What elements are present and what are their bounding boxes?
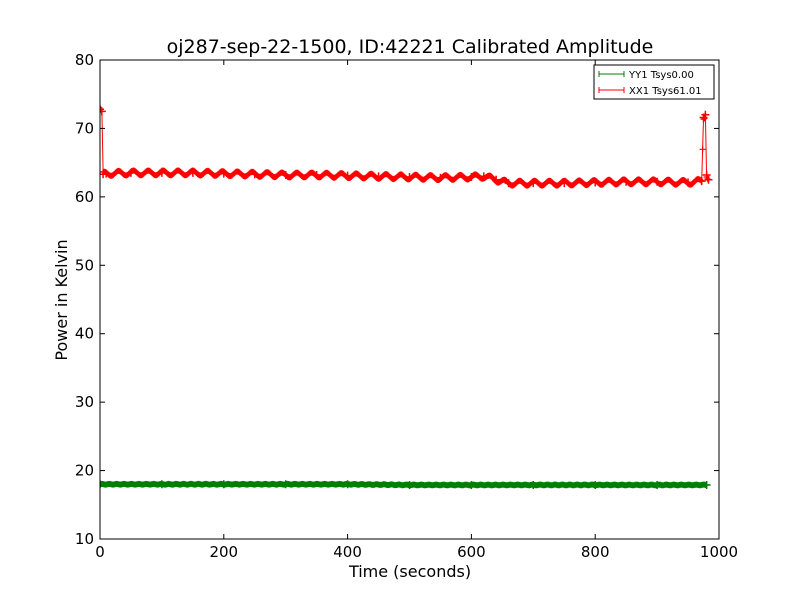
- data-point: [219, 480, 228, 489]
- data-point: [374, 172, 383, 181]
- chart-title: oj287-sep-22-1500, ID:42221 Calibrated A…: [167, 36, 654, 58]
- data-point: [405, 480, 414, 489]
- data-point: [684, 178, 693, 187]
- axes: 0 200 400 600 800 1000 10 20 30 40 50 60 70 80: [75, 51, 738, 561]
- data-point: [188, 168, 197, 177]
- data-point: [622, 177, 631, 186]
- y-tick-label: 70: [75, 119, 94, 137]
- y-tick-label: 80: [75, 51, 94, 69]
- y-tick-label: 40: [75, 325, 94, 343]
- x-tick-label: 1000: [700, 543, 738, 561]
- data-point: [126, 168, 135, 177]
- data-point: [653, 177, 662, 186]
- x-tick-label: 400: [333, 543, 362, 561]
- data-point: [157, 480, 166, 489]
- y-tick-label: 10: [75, 530, 94, 548]
- data-point: [100, 107, 106, 116]
- x-axis-label: Time (seconds): [348, 562, 471, 581]
- data-point: [701, 110, 710, 119]
- legend-box: [593, 64, 715, 100]
- x-tick-label: 600: [457, 543, 486, 561]
- legend-label: XX1 Tsys61.01: [629, 86, 702, 97]
- data-point: [653, 480, 662, 489]
- data-point: [343, 480, 352, 489]
- data-point: [479, 172, 488, 181]
- legend-swatch-marker: [598, 71, 625, 77]
- data-point: [100, 480, 104, 489]
- x-tick-label: 200: [209, 543, 238, 561]
- data-point: [560, 179, 569, 188]
- data-point: [591, 480, 600, 489]
- data-point: [219, 169, 228, 178]
- data-point: [312, 170, 321, 179]
- data-point: [529, 179, 538, 188]
- y-axis-label: Power in Kelvin: [52, 239, 71, 360]
- data-point: [281, 170, 290, 179]
- data-point: [250, 170, 259, 179]
- data-point: [467, 480, 476, 489]
- y-tick-label: 60: [75, 188, 94, 206]
- data-point: [436, 173, 445, 182]
- data-point: [704, 175, 713, 184]
- legend-label: YY1 Tsys0.00: [628, 70, 694, 81]
- data-point: [405, 173, 414, 182]
- data-point: [492, 175, 501, 184]
- data-point: [591, 178, 600, 187]
- data-point: [157, 168, 166, 177]
- plot-area: [100, 105, 713, 489]
- data-point: [281, 480, 290, 489]
- series-line-1: [100, 108, 709, 187]
- data-point: [702, 480, 711, 489]
- y-tick-label: 50: [75, 256, 94, 274]
- data-point: [102, 169, 111, 178]
- plot-frame: [99, 59, 720, 540]
- data-point: [467, 173, 476, 182]
- data-point: [702, 170, 711, 179]
- data-point: [343, 171, 352, 180]
- legend-swatch-marker: [598, 87, 625, 93]
- y-tick-label: 20: [75, 462, 94, 480]
- data-point: [529, 480, 538, 489]
- x-tick-label: 0: [95, 543, 105, 561]
- series-line-0: [100, 483, 707, 486]
- x-tick-label: 800: [581, 543, 610, 561]
- data-point: [100, 105, 104, 114]
- y-tick-label: 30: [75, 393, 94, 411]
- data-point: [504, 179, 513, 188]
- data-point: [697, 177, 706, 186]
- legend: YY1 Tsys0.00 XX1 Tsys61.01: [593, 64, 715, 100]
